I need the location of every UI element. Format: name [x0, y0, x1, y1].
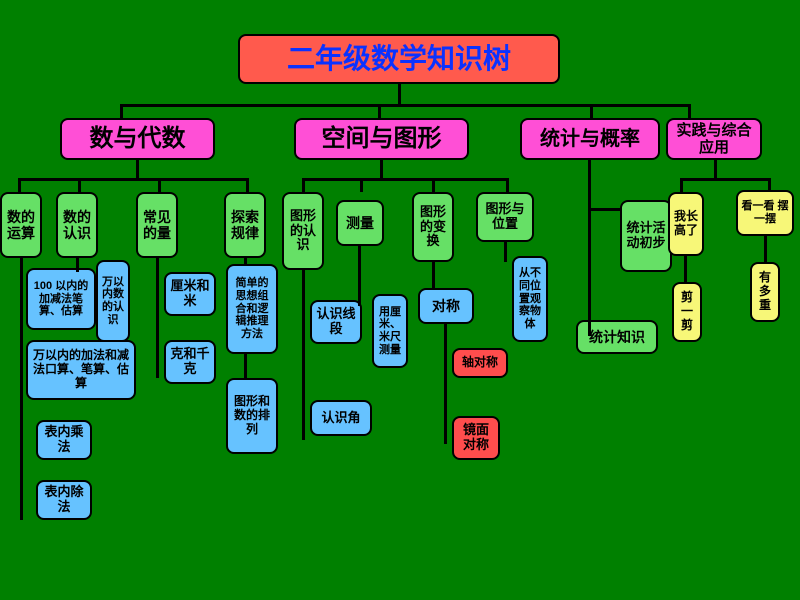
y4: 有多重 [750, 262, 780, 322]
edge [764, 236, 767, 264]
g8: 图形与位置 [476, 192, 534, 242]
y2: 剪一剪 [672, 282, 702, 342]
edge [590, 104, 593, 118]
bl1: 100 以内的加减法笔算、估算 [26, 268, 96, 330]
edge [302, 270, 305, 440]
edge [680, 178, 683, 192]
edge [444, 324, 447, 444]
branch-3: 统计与概率 [520, 118, 660, 160]
branch-2: 空间与图形 [294, 118, 469, 160]
bl10: 认识线段 [310, 300, 362, 344]
g1: 数的运算 [0, 192, 42, 258]
g4: 探索规律 [224, 192, 266, 258]
edge [588, 160, 591, 210]
bl6: 厘米和米 [164, 272, 216, 316]
g7: 图形的变换 [412, 192, 454, 262]
r1: 轴对称 [452, 348, 508, 378]
edge [20, 258, 23, 520]
edge [378, 104, 381, 118]
edge [680, 178, 770, 181]
edge [302, 178, 305, 192]
y3: 看一看 摆一摆 [736, 190, 794, 236]
bl11: 认识角 [310, 400, 372, 436]
mindmap-canvas: 二年级数学知识树 数与代数 空间与图形 统计与概率 实践与综合应用 数的运算 数… [0, 0, 800, 600]
g5: 图形的认识 [282, 192, 324, 270]
bl4: 表内除法 [36, 480, 92, 520]
edge [158, 178, 161, 192]
edge [432, 178, 435, 192]
g2: 数的认识 [56, 192, 98, 258]
bl13: 对称 [418, 288, 474, 324]
bl9: 图形和数的排列 [226, 378, 278, 454]
edge [18, 178, 21, 192]
edge [432, 262, 435, 290]
bl14: 从不同位置观察物体 [512, 256, 548, 342]
bl5: 万以内数的认识 [96, 260, 130, 342]
edge [506, 178, 509, 192]
edge [18, 178, 248, 181]
branch-1: 数与代数 [60, 118, 215, 160]
edge [588, 208, 622, 211]
edge [78, 178, 81, 192]
edge [380, 160, 383, 178]
edge [358, 246, 361, 306]
r2: 镜面对称 [452, 416, 500, 460]
bl12: 用厘米、米尺测量 [372, 294, 408, 368]
bl2: 万以内的加法和减法口算、笔算、估算 [26, 340, 136, 400]
edge [688, 104, 691, 118]
branch-4: 实践与综合应用 [666, 118, 762, 160]
edge [714, 160, 717, 178]
edge [684, 256, 687, 284]
edge [120, 104, 690, 107]
g9: 统计活动初步 [620, 200, 672, 272]
root-node: 二年级数学知识树 [238, 34, 560, 84]
bl3: 表内乘法 [36, 420, 92, 460]
bl8: 简单的思想组合和逻辑推理方法 [226, 264, 278, 354]
edge [246, 178, 249, 192]
edge [156, 258, 159, 378]
edge [76, 258, 79, 272]
edge [398, 84, 401, 104]
g3: 常见的量 [136, 192, 178, 258]
edge [302, 178, 508, 181]
g6: 测量 [336, 200, 384, 246]
y1: 我长高了 [668, 192, 704, 256]
edge [120, 104, 123, 118]
edge [136, 160, 139, 178]
edge [360, 178, 363, 192]
edge [504, 242, 507, 262]
bl7: 克和千克 [164, 340, 216, 384]
edge [588, 208, 591, 336]
